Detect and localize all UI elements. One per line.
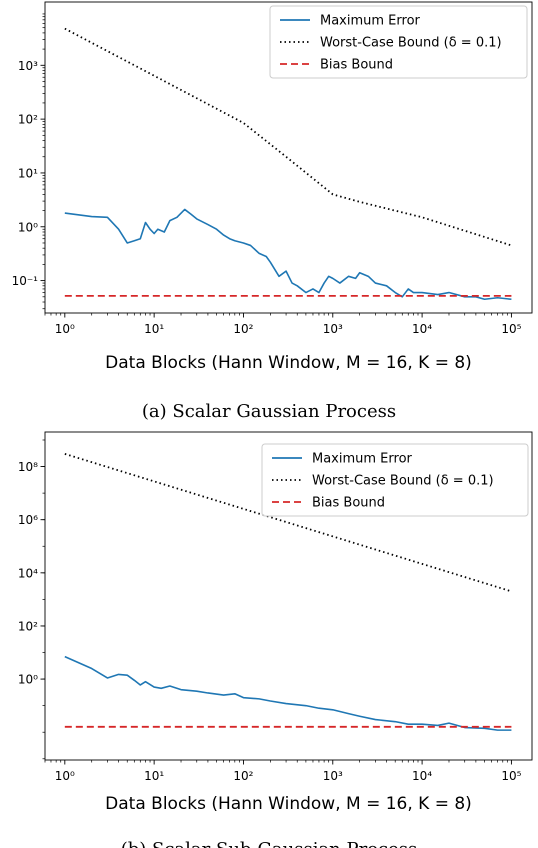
legend-box [269, 5, 528, 79]
series-line-1 [64, 655, 512, 731]
x-tick-label: 10³ [323, 322, 343, 336]
figure-caption: (a) Scalar Gaussian Process [142, 401, 396, 422]
chart-2: 10⁰ 10¹ 10² 10³ 10⁴ 10⁵ 10⁰ 10² 10⁴ 10⁶ 10⁸ Maximum… [18, 431, 533, 848]
plot-frame [44, 431, 533, 761]
legend: Maximum Error Worst-Case Bound (δ = 0.1) B… [269, 5, 528, 79]
legend-label: Worst-Case Bound (δ = 0.1) [320, 36, 502, 51]
x-tick-label: 10⁴ [412, 769, 432, 783]
y-tick-label: 10³ [18, 59, 38, 73]
x-tick-label: 10⁴ [412, 322, 432, 336]
legend-label: Bias Bound [312, 496, 385, 511]
y-tick-label: 10⁻¹ [12, 274, 39, 288]
x-tick-label: 10⁰ [55, 769, 75, 783]
x-tick-label: 10⁵ [501, 322, 521, 336]
series-line-2 [64, 27, 512, 247]
x-tick-label: 10⁵ [501, 769, 521, 783]
y-tick-label: 10⁸ [18, 460, 38, 474]
y-tick-label: 10⁶ [18, 513, 38, 527]
legend-label: Worst-Case Bound (δ = 0.1) [312, 474, 494, 489]
x-tick-label: 10⁰ [55, 322, 75, 336]
x-tick-label: 10¹ [144, 769, 164, 783]
legend-box [261, 443, 529, 517]
legend-label: Bias Bound [320, 58, 393, 73]
y-tick-label: 10² [18, 619, 38, 633]
y-tick-label: 10⁴ [18, 566, 38, 580]
chart-1: 10⁰ 10¹ 10² 10³ 10⁴ 10⁵ 10⁻¹ 10⁰ 10¹ 10² 10³ Maximu… [12, 1, 533, 422]
figure-caption: (b) Scalar Sub-Gaussian Process [121, 839, 418, 848]
x-axis-label: Data Blocks (Hann Window, M = 16, K = 8) [105, 353, 472, 373]
y-tick-label: 10² [18, 113, 38, 127]
legend-label: Maximum Error [312, 452, 413, 467]
legend: Maximum Error Worst-Case Bound (δ = 0.1) B… [261, 443, 529, 517]
plot-frame [44, 1, 533, 314]
y-tick-label: 10⁰ [18, 673, 38, 687]
x-tick-label: 10¹ [144, 322, 164, 336]
x-tick-label: 10³ [323, 769, 343, 783]
y-tick-label: 10⁰ [18, 220, 38, 234]
legend-label: Maximum Error [320, 14, 421, 29]
x-tick-label: 10² [233, 322, 253, 336]
x-tick-label: 10² [233, 769, 253, 783]
x-axis-label: Data Blocks (Hann Window, M = 16, K = 8) [105, 794, 472, 814]
series-line-1 [64, 208, 512, 301]
series-line-2 [64, 453, 512, 593]
y-tick-label: 10¹ [18, 166, 38, 180]
